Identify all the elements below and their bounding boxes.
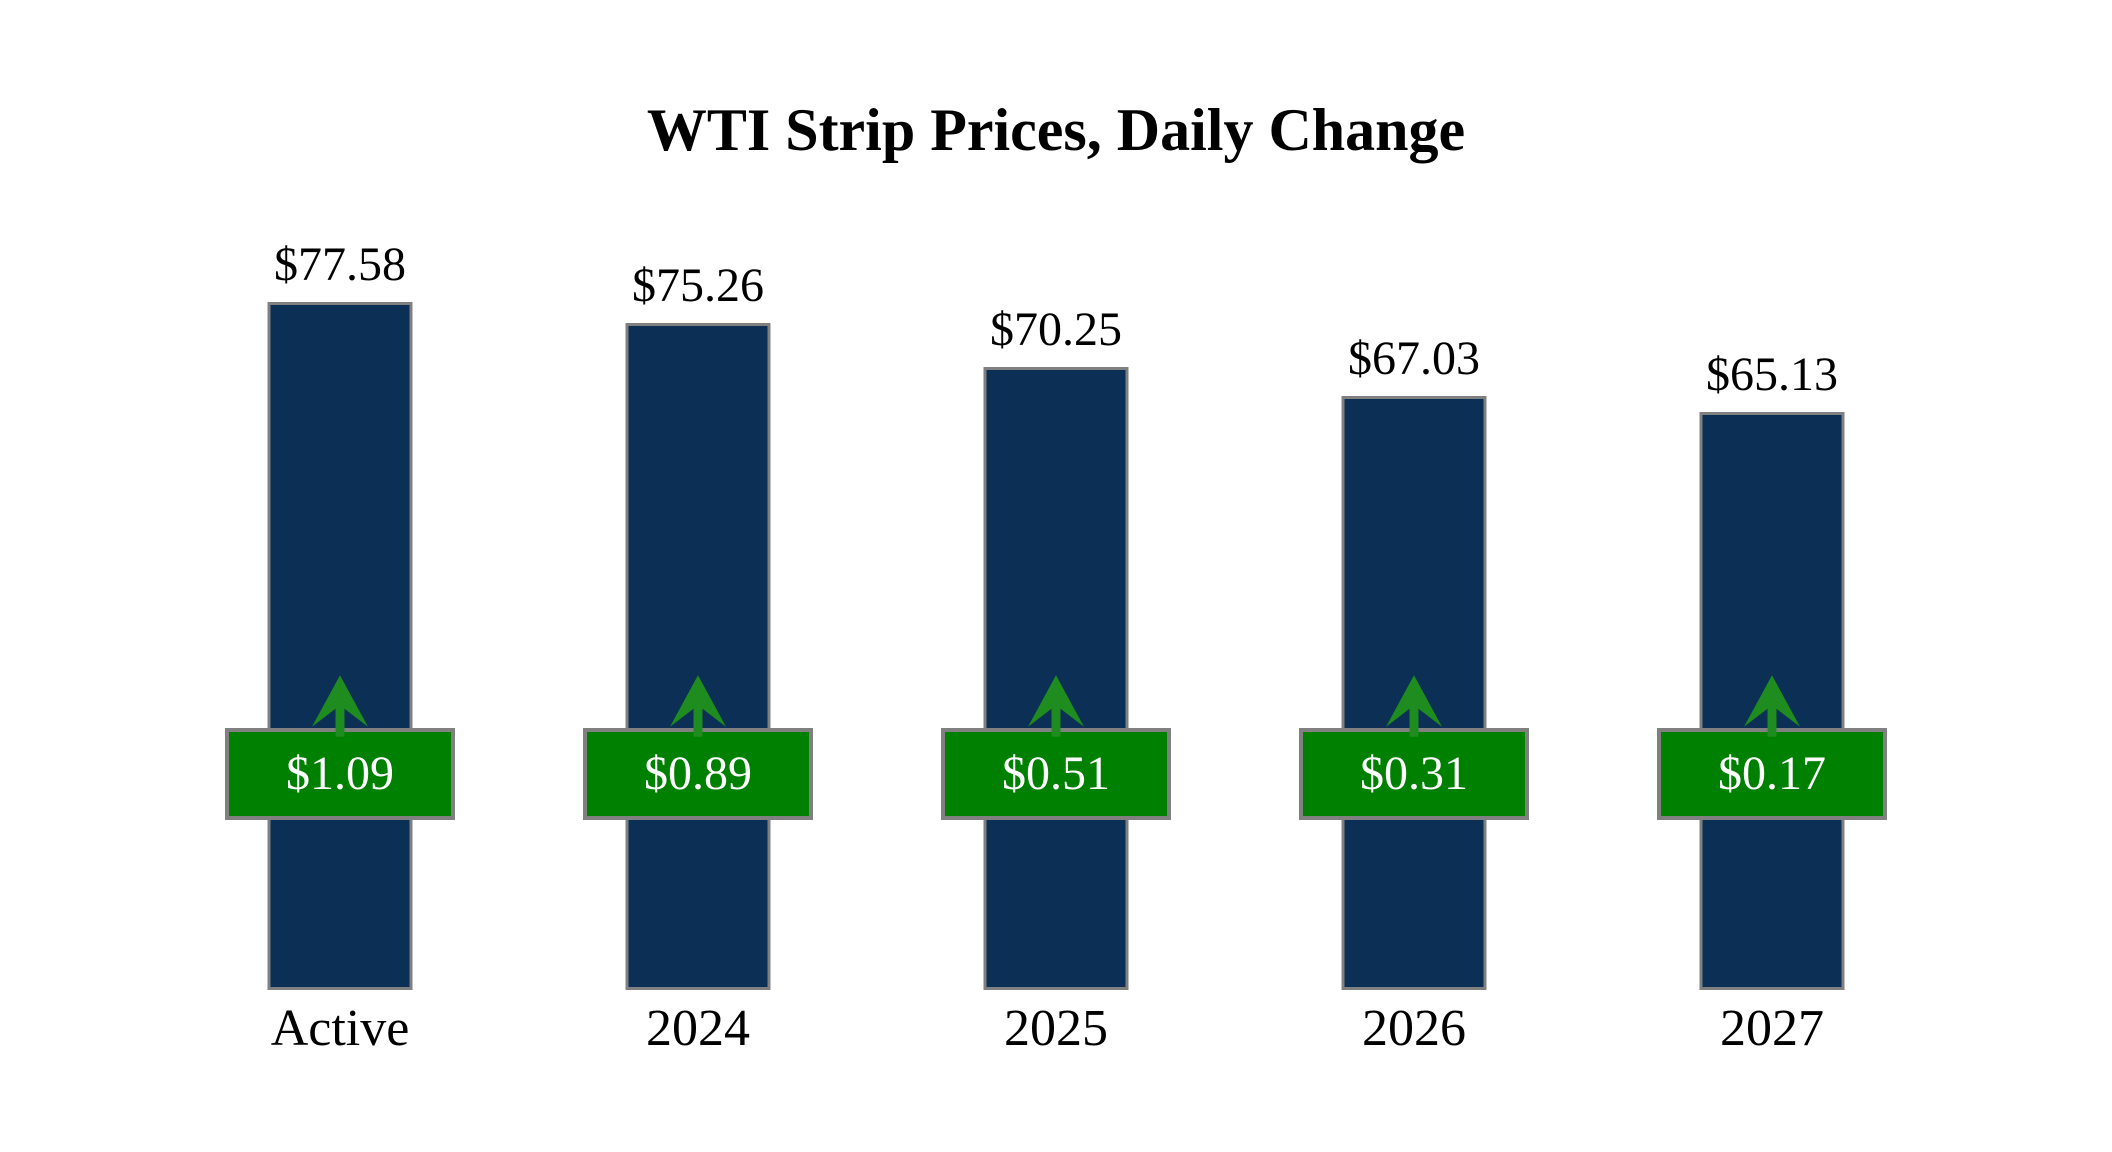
daily-change-value: $1.09 [286,747,394,800]
price-label: $65.13 [1706,348,1838,401]
price-label: $70.25 [990,303,1122,356]
daily-change-value: $0.31 [1360,747,1468,800]
price-bar [267,302,413,990]
price-label: $75.26 [632,259,764,312]
price-label: $77.58 [274,238,406,291]
up-arrow-icon [1386,675,1442,737]
daily-change-badge: $0.51 [941,728,1171,820]
daily-change-value: $0.89 [644,747,752,800]
up-arrow-icon [1744,675,1800,737]
daily-change-badge: $0.17 [1657,728,1887,820]
daily-change-badge: $0.31 [1299,728,1529,820]
up-arrow-icon [312,675,368,737]
chart-title: WTI Strip Prices, Daily Change [646,97,1466,163]
daily-change-value: $0.51 [1002,747,1110,800]
daily-change-badge: $1.09 [225,728,455,820]
price-label: $67.03 [1348,332,1480,385]
up-arrow-icon [1028,675,1084,737]
category-label: 2024 [646,1000,750,1057]
category-label: 2025 [1004,1000,1108,1057]
category-label: Active [270,1000,410,1057]
up-arrow-icon [670,675,726,737]
price-bar [625,323,771,990]
daily-change-badge: $0.89 [583,728,813,820]
price-bar [1341,396,1487,990]
daily-change-value: $0.17 [1718,747,1826,800]
category-label: 2026 [1362,1000,1466,1057]
category-label: 2027 [1720,1000,1824,1057]
